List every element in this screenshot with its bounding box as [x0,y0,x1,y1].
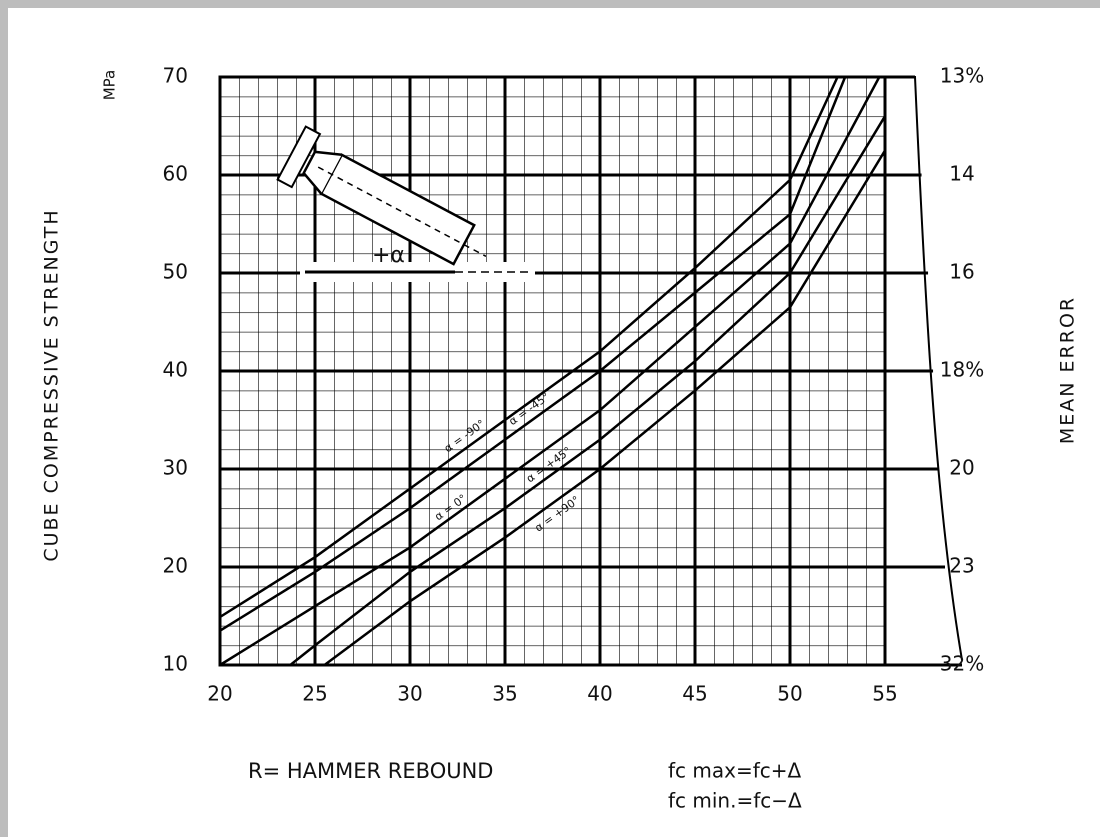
y-axis-label: CUBE COMPRESSIVE STRENGTH [41,208,63,561]
unit-label: MPa [101,70,119,101]
error-boundary [885,76,963,661]
y2-axis-label: MEAN ERROR [1057,296,1079,444]
y-tick-label: 30 [163,456,188,480]
mean-error-label: 13% [940,64,984,88]
y-tick-label: 10 [163,652,188,676]
x-axis-label: R= HAMMER REBOUND [248,759,493,783]
mean-error-label: 32% [940,652,984,676]
hammer [276,125,487,266]
curve [219,76,839,619]
x-tick-label: 35 [492,682,517,706]
formula: fc min.=fc−Δ [668,789,802,813]
x-tick-label: 40 [587,682,612,706]
mean-error-label: 14 [949,162,974,186]
curve [289,115,887,666]
formula: fc max=fc+Δ [668,759,802,783]
x-tick-label: 55 [872,682,897,706]
mean-error-label: 20 [949,456,974,480]
y-tick-label: 60 [163,162,188,186]
hammer-inset: +α [276,125,535,282]
y-tick-label: 40 [163,358,188,382]
x-tick-label: 30 [397,682,422,706]
angle-annotation: +α [372,243,405,268]
curve [219,76,847,632]
y-tick-label: 70 [163,64,188,88]
mean-error-label: 16 [949,260,974,284]
y-tick-label: 20 [163,554,188,578]
curve [219,76,881,667]
y-tick-label: 50 [163,260,188,284]
mean-error-label: 18% [940,358,984,382]
x-tick-label: 25 [302,682,327,706]
mean-error-label: 23 [949,554,974,578]
x-tick-label: 50 [777,682,802,706]
curve [323,149,887,667]
x-tick-label: 45 [682,682,707,706]
x-tick-label: 20 [207,682,232,706]
